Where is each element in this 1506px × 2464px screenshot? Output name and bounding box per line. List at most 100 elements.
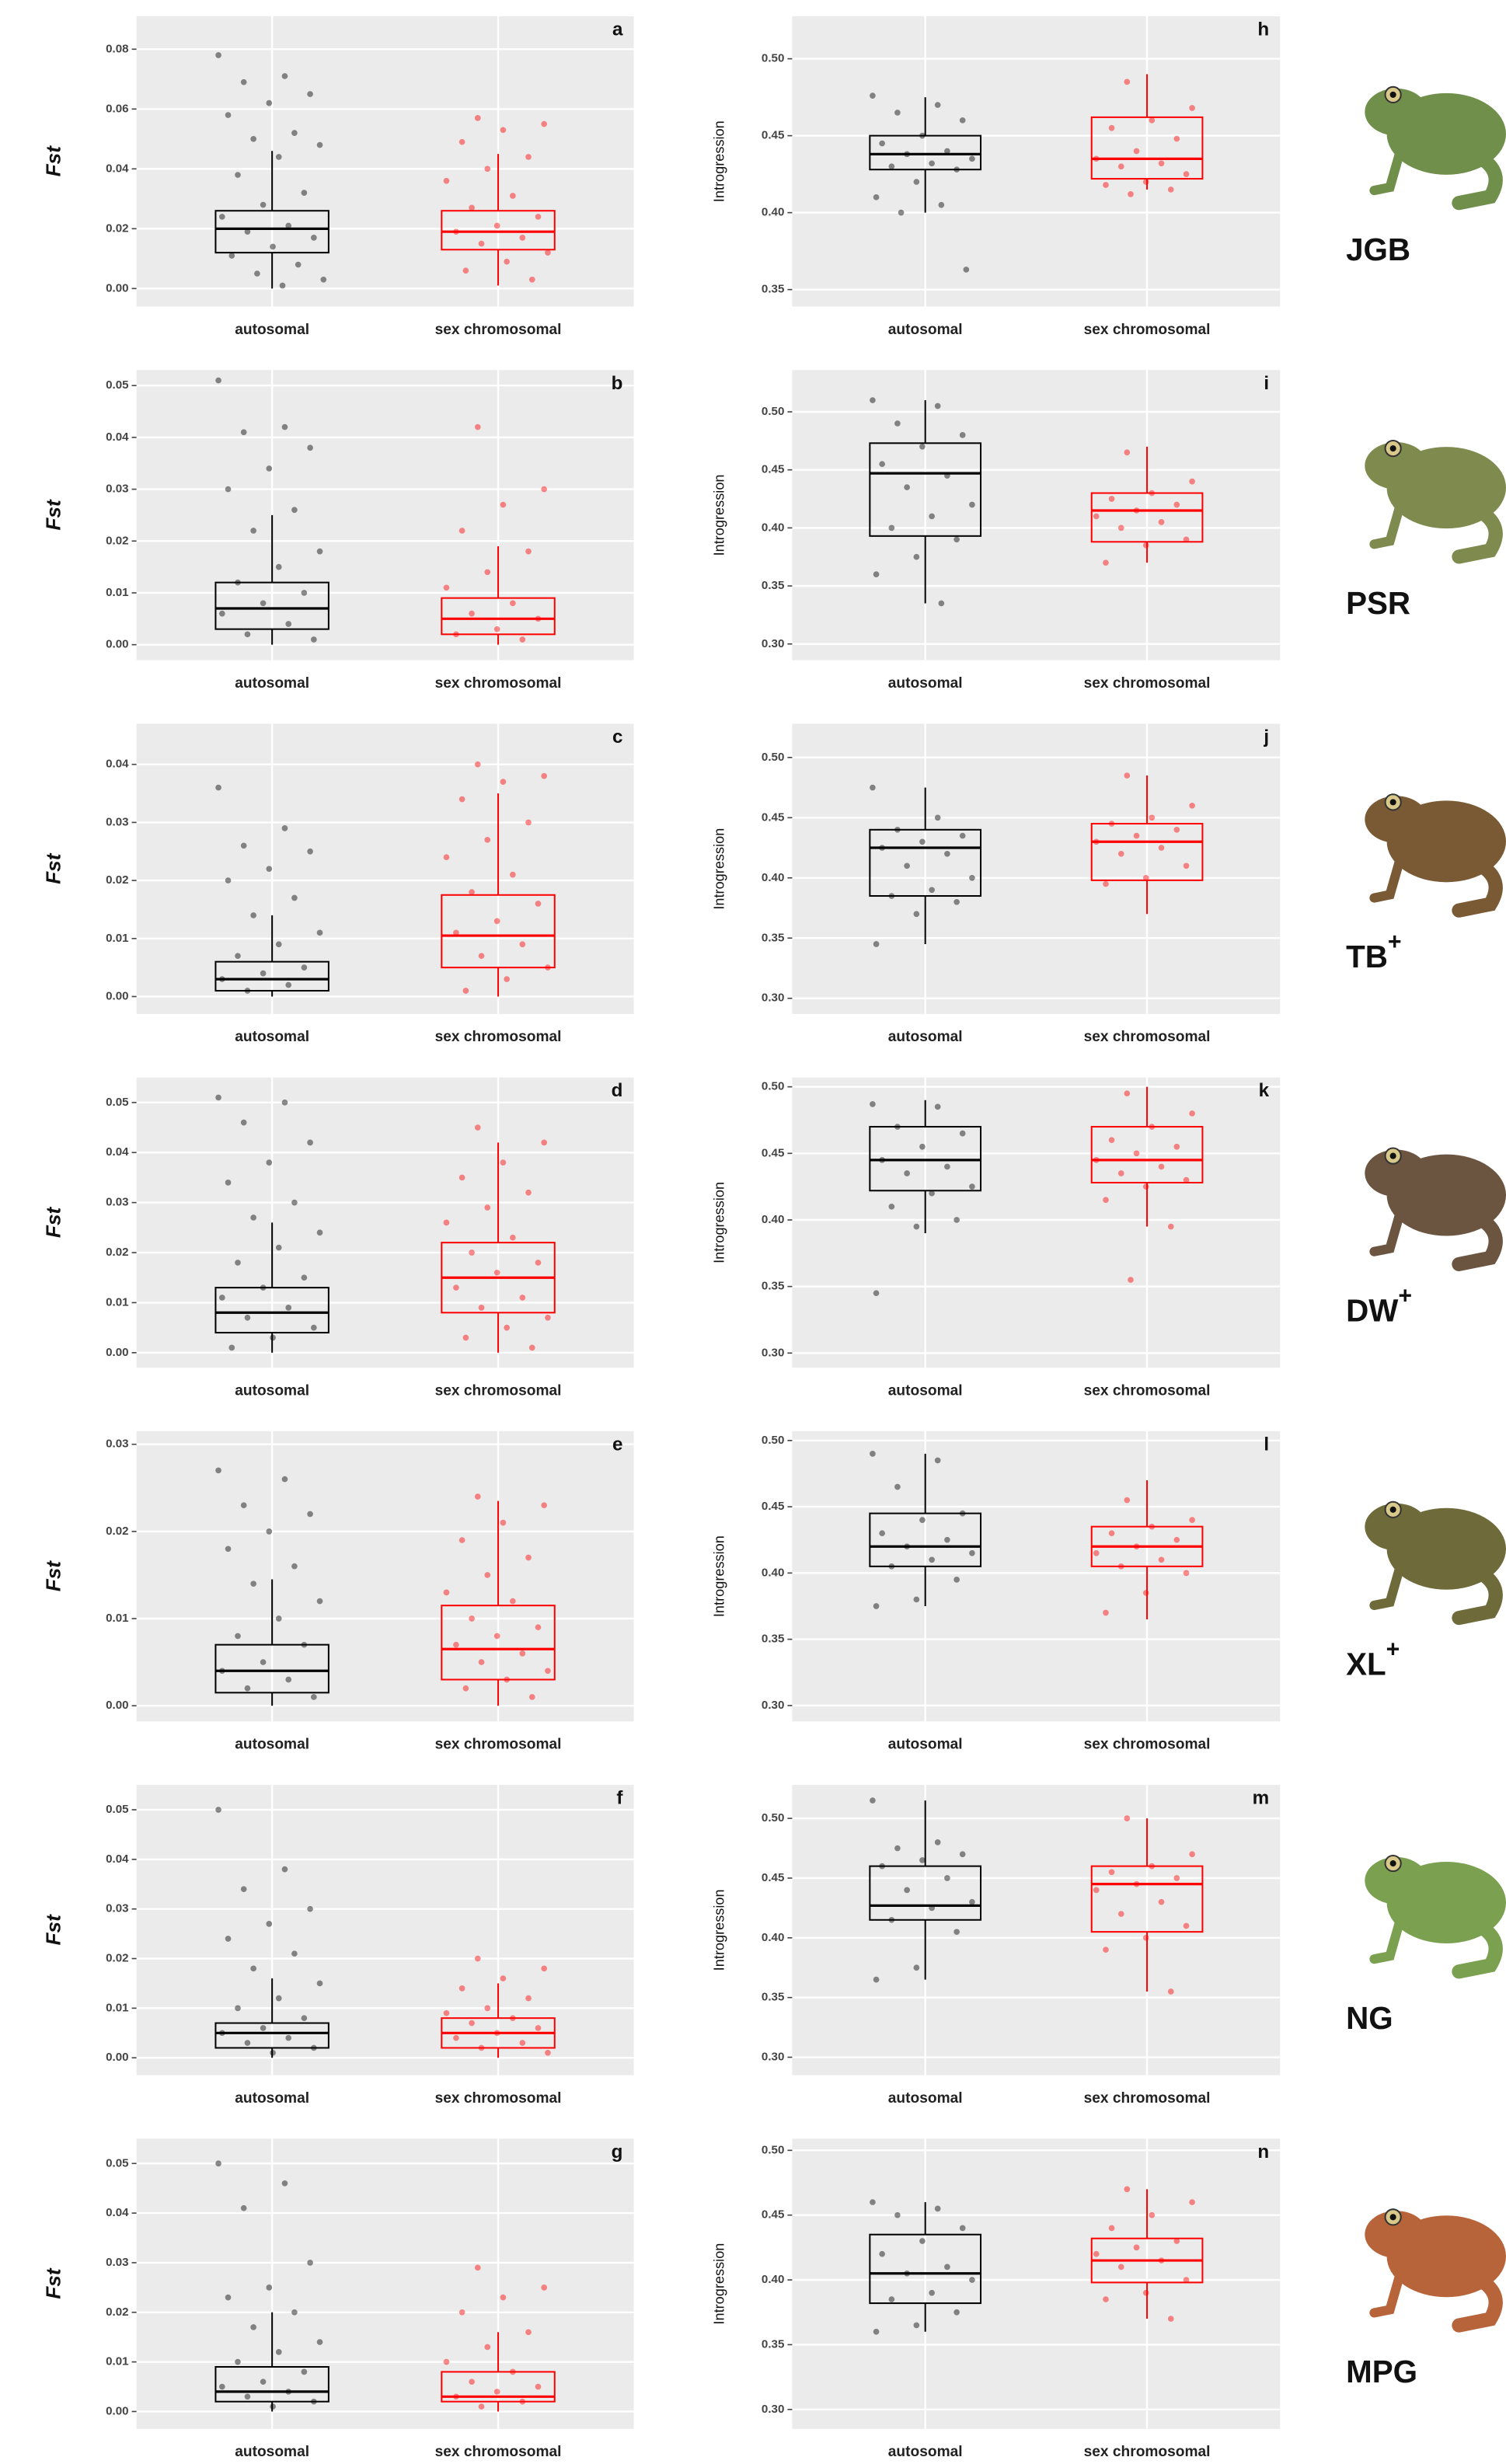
y-tick-label: 0.35 <box>762 931 784 944</box>
frog-pupil <box>1390 799 1396 805</box>
data-point <box>1143 542 1149 549</box>
data-point <box>276 941 282 947</box>
y-tick-label: 0.50 <box>762 1811 784 1824</box>
data-point <box>484 166 490 172</box>
data-point <box>1118 163 1124 169</box>
data-point <box>250 136 256 142</box>
data-point <box>302 1274 308 1281</box>
data-point <box>939 202 945 208</box>
frog-leg <box>1459 1211 1495 1264</box>
x-tick-label: sex chromosomal <box>435 1382 562 1399</box>
data-point <box>935 1458 941 1464</box>
data-point <box>453 1284 459 1291</box>
data-point <box>873 571 880 577</box>
data-point <box>276 564 282 570</box>
data-point <box>935 403 941 410</box>
data-point <box>1184 171 1190 177</box>
data-point <box>1173 136 1180 142</box>
y-tick-label: 0.01 <box>106 2001 128 2014</box>
frog-arm <box>1374 2266 1402 2313</box>
panel-letter: h <box>1257 19 1269 40</box>
data-point <box>504 259 510 265</box>
data-point <box>475 1124 481 1131</box>
data-point <box>873 1290 880 1296</box>
data-point <box>285 1305 291 1311</box>
data-point <box>1189 2199 1195 2205</box>
y-axis-label: Introgression <box>711 1535 727 1617</box>
frog-illustration <box>1365 87 1506 203</box>
data-point <box>929 887 935 893</box>
data-point <box>541 1965 547 1971</box>
data-point <box>291 1563 298 1570</box>
data-point <box>1124 772 1130 779</box>
data-point <box>1128 191 1134 197</box>
data-point <box>215 378 221 384</box>
frog-arm <box>1374 143 1402 190</box>
data-point <box>1168 1224 1174 1230</box>
data-point <box>245 631 251 637</box>
data-point <box>215 2160 221 2166</box>
data-point <box>535 1260 542 1266</box>
data-point <box>870 397 876 403</box>
y-tick-label: 0.04 <box>106 430 129 444</box>
data-point <box>235 172 241 178</box>
species-superscript: + <box>1388 929 1402 955</box>
data-point <box>311 636 317 643</box>
data-point <box>525 820 532 826</box>
data-point <box>225 2295 232 2301</box>
frog-arm <box>1374 497 1402 545</box>
data-point <box>302 190 308 196</box>
y-tick-label: 0.30 <box>762 1699 784 1712</box>
data-point <box>500 2295 507 2301</box>
x-tick-label: sex chromosomal <box>1084 2090 1211 2107</box>
data-point <box>935 1104 941 1110</box>
panel-letter: f <box>616 1788 623 1809</box>
y-tick-label: 0.01 <box>106 1612 128 1625</box>
data-point <box>235 2006 241 2012</box>
y-tick-label: 0.05 <box>106 1803 128 1816</box>
data-point <box>1109 1530 1115 1536</box>
x-tick-label: autosomal <box>888 1737 963 1753</box>
y-tick-label: 0.30 <box>762 1346 784 1359</box>
data-point <box>291 2309 298 2316</box>
data-point <box>935 2206 941 2212</box>
data-point <box>463 1685 469 1692</box>
data-point <box>484 569 490 575</box>
y-tick-label: 0.02 <box>106 2305 128 2319</box>
plot-background <box>137 1431 634 1721</box>
x-tick-label: autosomal <box>888 2444 963 2460</box>
data-point <box>285 982 291 988</box>
y-tick-label: 0.01 <box>106 586 128 599</box>
data-point <box>479 241 485 247</box>
y-tick-label: 0.45 <box>762 2208 784 2222</box>
plot-background <box>137 723 634 1013</box>
species-label: DW+ <box>1346 1283 1412 1328</box>
data-point <box>1134 2245 1140 2251</box>
y-tick-label: 0.50 <box>762 1080 784 1093</box>
data-point <box>276 1245 282 1251</box>
data-point <box>444 1220 450 1226</box>
data-point <box>1109 2225 1115 2232</box>
y-axis-label: Introgression <box>711 474 727 556</box>
species-name: XL <box>1346 1646 1386 1682</box>
data-point <box>919 444 926 450</box>
data-point <box>1103 2296 1109 2302</box>
data-point <box>510 872 516 878</box>
data-point <box>444 584 450 591</box>
data-point <box>1189 1517 1195 1523</box>
y-tick-label: 0.01 <box>106 1295 128 1309</box>
y-tick-label: 0.40 <box>762 1566 784 1579</box>
data-point <box>535 2384 542 2390</box>
data-point <box>1159 160 1165 166</box>
data-point <box>1134 833 1140 839</box>
x-tick-label: sex chromosomal <box>1084 675 1211 692</box>
data-point <box>1189 105 1195 111</box>
data-point <box>535 2025 542 2031</box>
y-tick-label: 0.45 <box>762 1146 784 1159</box>
data-point <box>1173 502 1180 508</box>
plot-background <box>792 370 1280 660</box>
species-superscript: + <box>1398 1283 1412 1309</box>
data-point <box>1143 179 1149 185</box>
data-point <box>1168 1988 1174 1995</box>
data-point <box>320 277 326 283</box>
